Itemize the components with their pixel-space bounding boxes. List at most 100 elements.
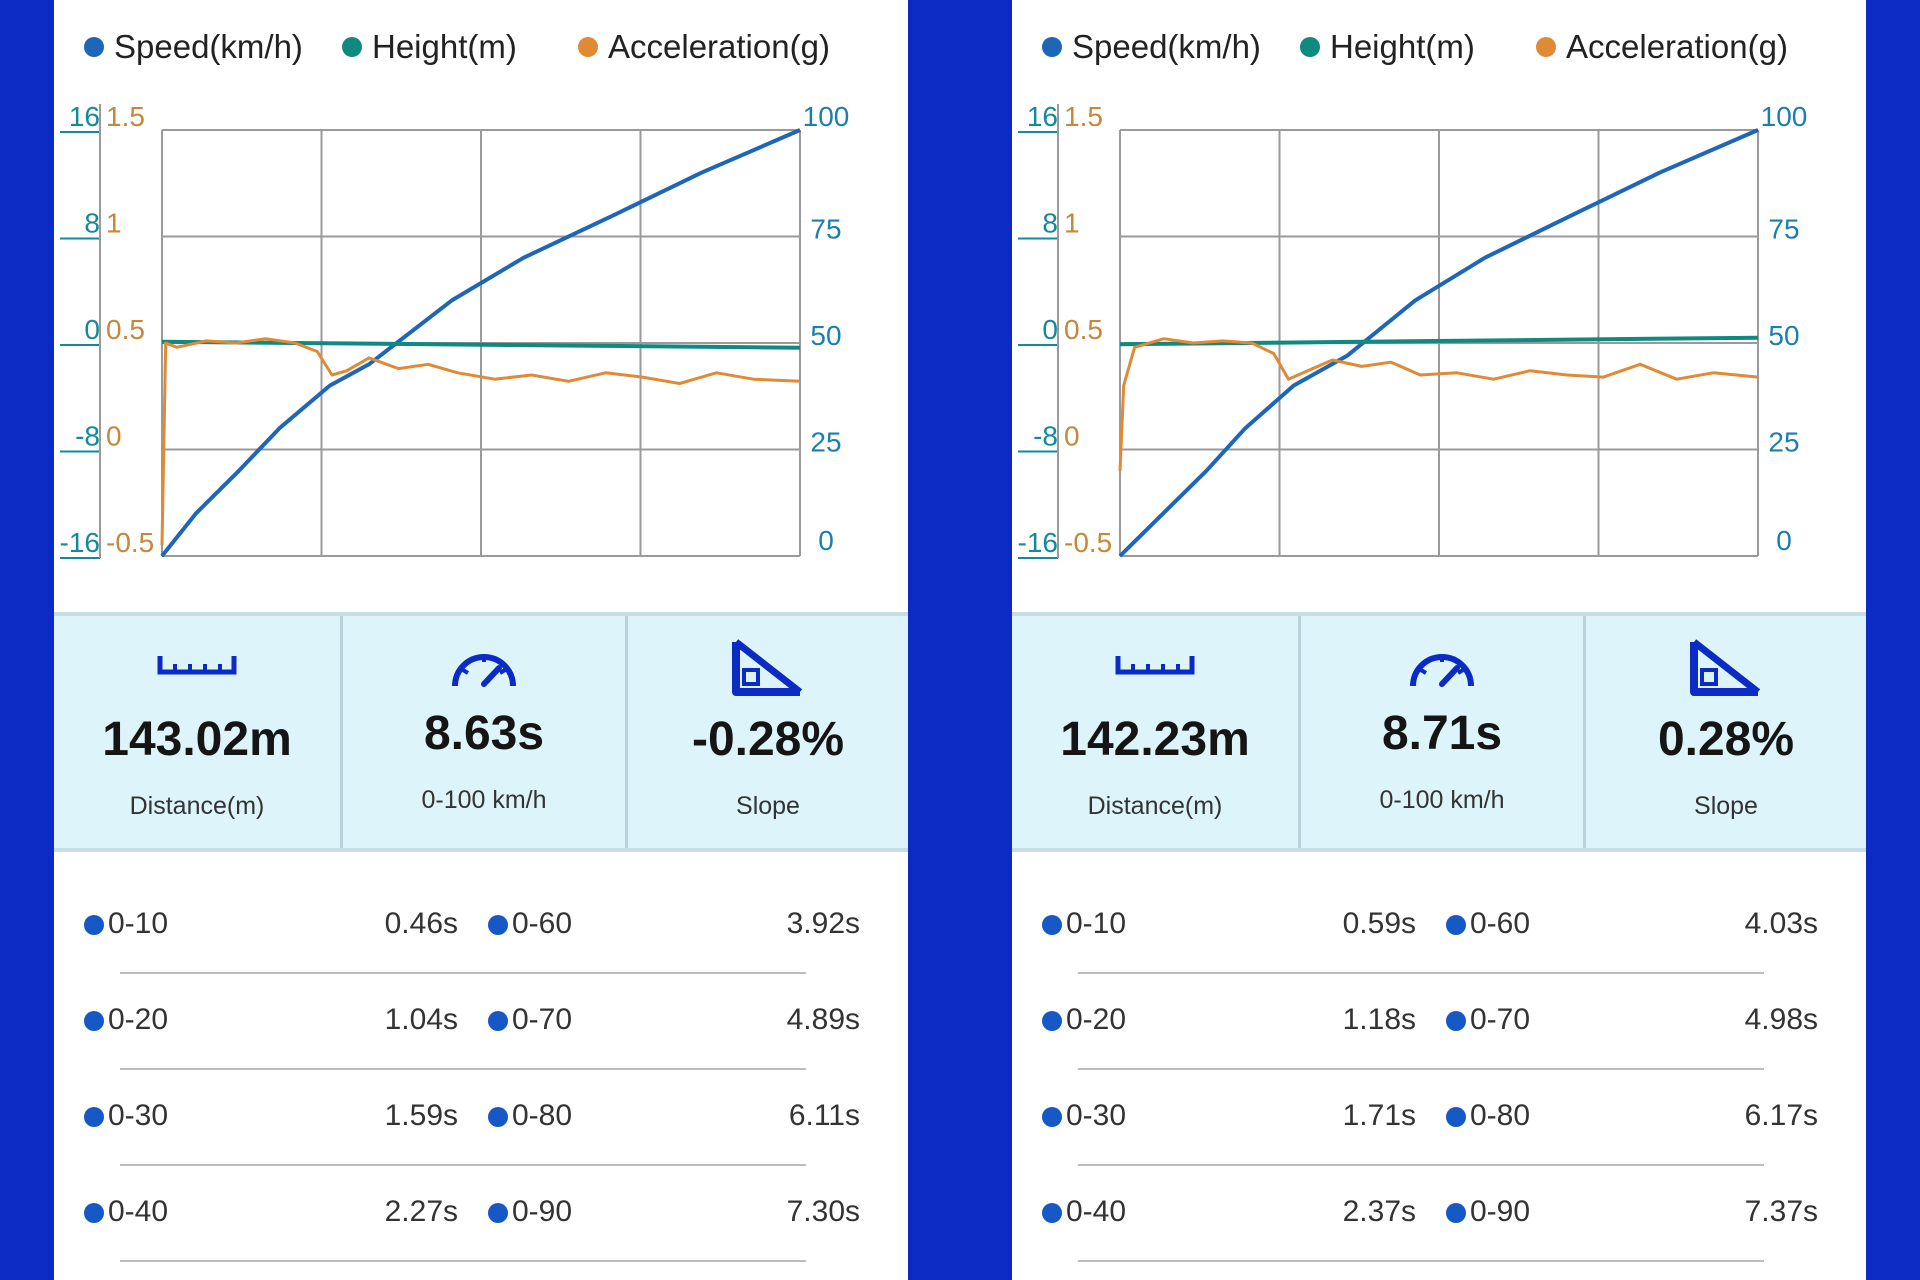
speed-axis-tick-label: 50 bbox=[1768, 320, 1799, 351]
stat-divider bbox=[1583, 616, 1586, 848]
split-time-value: 4.98s bbox=[1744, 1003, 1818, 1036]
acceleration-axis-tick-label: -0.5 bbox=[1064, 527, 1112, 558]
dot-icon bbox=[1042, 915, 1062, 935]
height-axis-tick-label: 0 bbox=[84, 314, 100, 345]
split-row: 0-20 1.18s 0-70 4.98s bbox=[1012, 990, 1866, 1050]
split-left-label-cell: 0-20 bbox=[84, 990, 168, 1050]
acceleration-axis-tick-label: 0.5 bbox=[1064, 314, 1103, 345]
speed-axis-tick-label: 25 bbox=[810, 427, 841, 458]
height-dot-icon bbox=[1300, 37, 1320, 57]
dot-icon bbox=[488, 915, 508, 935]
split-range-label: 0-70 bbox=[1470, 1003, 1531, 1036]
stat-divider bbox=[1298, 616, 1301, 848]
row-divider bbox=[120, 1260, 806, 1262]
split-time-value: 1.71s bbox=[1342, 1099, 1416, 1132]
stats-bar: 143.02m Distance(m) 8.63s 0-100 km/h -0.… bbox=[54, 612, 908, 852]
split-row: 0-10 0.59s 0-60 4.03s bbox=[1012, 894, 1866, 954]
acceleration-axis-tick-label: 1.5 bbox=[1064, 101, 1103, 132]
split-time-value: 2.37s bbox=[1342, 1195, 1416, 1228]
acceleration-axis-tick-label: 0 bbox=[1064, 421, 1080, 452]
split-time-value: 7.37s bbox=[1744, 1195, 1818, 1228]
dot-icon bbox=[1042, 1107, 1062, 1127]
speed-axis-tick-label: 25 bbox=[1768, 427, 1799, 458]
speedometer-icon bbox=[1301, 642, 1583, 697]
split-row: 0-20 1.04s 0-70 4.89s bbox=[54, 990, 908, 1050]
dot-icon bbox=[84, 915, 104, 935]
speed-axis-tick-label: 100 bbox=[803, 101, 850, 132]
split-right-label-cell: 0-80 bbox=[1446, 1086, 1530, 1146]
legend-item-height: Height(m) bbox=[1300, 28, 1475, 66]
split-left-label-cell: 0-40 bbox=[1042, 1182, 1126, 1242]
legend-item-height: Height(m) bbox=[342, 28, 517, 66]
dot-icon bbox=[1042, 1011, 1062, 1031]
height-axis-tick-label: 16 bbox=[1027, 101, 1058, 132]
split-time-value: 0.59s bbox=[1342, 907, 1416, 940]
distance-value: 142.23m bbox=[1060, 713, 1250, 766]
split-range-label: 0-40 bbox=[108, 1195, 169, 1228]
split-range-label: 0-70 bbox=[512, 1003, 573, 1036]
row-divider bbox=[1078, 972, 1764, 974]
legend-item-acceleration: Acceleration(g) bbox=[1536, 28, 1788, 66]
split-range-label: 0-30 bbox=[108, 1099, 169, 1132]
split-left-label-cell: 0-20 bbox=[1042, 990, 1126, 1050]
split-range-label: 0-80 bbox=[1470, 1099, 1531, 1132]
speed-axis-tick-label: 50 bbox=[810, 320, 841, 351]
height-axis-tick-label: 8 bbox=[1042, 208, 1058, 239]
legend-item-speed: Speed(km/h) bbox=[84, 28, 303, 66]
split-time-value: 6.11s bbox=[788, 1099, 860, 1132]
split-right-label-cell: 0-60 bbox=[1446, 894, 1530, 954]
time-label: 0-100 km/h bbox=[421, 786, 547, 814]
height-axis-tick-label: -16 bbox=[60, 527, 100, 558]
accel-series-line bbox=[1118, 337, 1759, 471]
slope-value: 0.28% bbox=[1657, 713, 1795, 766]
split-range-label: 0-20 bbox=[1066, 1003, 1127, 1036]
slope-label: Slope bbox=[736, 792, 800, 820]
split-right-label-cell: 0-90 bbox=[1446, 1182, 1530, 1242]
split-range-label: 0-40 bbox=[1066, 1195, 1127, 1228]
row-divider bbox=[1078, 1260, 1764, 1262]
speed-axis-tick-label: 75 bbox=[1768, 214, 1799, 245]
dot-icon bbox=[488, 1011, 508, 1031]
split-range-label: 0-10 bbox=[1066, 907, 1127, 940]
dot-icon bbox=[1446, 1107, 1466, 1127]
height-axis-tick-label: -8 bbox=[75, 421, 100, 452]
slope-icon bbox=[1586, 636, 1866, 703]
split-time-value: 2.27s bbox=[384, 1195, 458, 1228]
legend-label: Speed(km/h) bbox=[1072, 28, 1261, 65]
speed-axis-tick-label: 0 bbox=[818, 525, 834, 556]
acceleration-axis-tick-label: 0 bbox=[106, 421, 122, 452]
split-range-label: 0-90 bbox=[512, 1195, 573, 1228]
legend-item-speed: Speed(km/h) bbox=[1042, 28, 1261, 66]
speed-axis-tick-label: 75 bbox=[810, 214, 841, 245]
split-times-list: 0-10 0.59s 0-60 4.03s 0-20 1.18s 0-70 4.98s 0-30… bbox=[1012, 860, 1866, 1280]
acceleration-axis-tick-label: 1.5 bbox=[106, 101, 145, 132]
height-dot-icon bbox=[342, 37, 362, 57]
height-axis-tick-label: -8 bbox=[1033, 421, 1058, 452]
split-right-label-cell: 0-60 bbox=[488, 894, 572, 954]
split-time-value: 7.30s bbox=[786, 1195, 860, 1228]
height-axis-tick-label: 16 bbox=[69, 101, 100, 132]
split-left-label-cell: 0-30 bbox=[84, 1086, 168, 1146]
split-left-label-cell: 0-10 bbox=[84, 894, 168, 954]
slope-value: -0.28% bbox=[691, 713, 845, 766]
legend-label: Height(m) bbox=[1330, 28, 1475, 65]
row-divider bbox=[120, 972, 806, 974]
dot-icon bbox=[488, 1107, 508, 1127]
height-axis-tick-label: 0 bbox=[1042, 314, 1058, 345]
split-left-label-cell: 0-10 bbox=[1042, 894, 1126, 954]
acceleration-axis-tick-label: -0.5 bbox=[106, 527, 154, 558]
split-row: 0-40 2.27s 0-90 7.30s bbox=[54, 1182, 908, 1242]
split-time-value: 4.89s bbox=[786, 1003, 860, 1036]
stat-divider bbox=[340, 616, 343, 848]
height-series-line bbox=[161, 339, 801, 350]
dot-icon bbox=[1446, 1203, 1466, 1223]
split-row: 0-30 1.71s 0-80 6.17s bbox=[1012, 1086, 1866, 1146]
split-right-label-cell: 0-70 bbox=[1446, 990, 1530, 1050]
speed-dot-icon bbox=[1042, 37, 1062, 57]
stat-slope: 0.28% Slope bbox=[1586, 616, 1866, 848]
row-divider bbox=[120, 1068, 806, 1070]
height-axis-tick-label: 8 bbox=[84, 208, 100, 239]
split-range-label: 0-80 bbox=[512, 1099, 573, 1132]
split-time-value: 1.04s bbox=[384, 1003, 458, 1036]
